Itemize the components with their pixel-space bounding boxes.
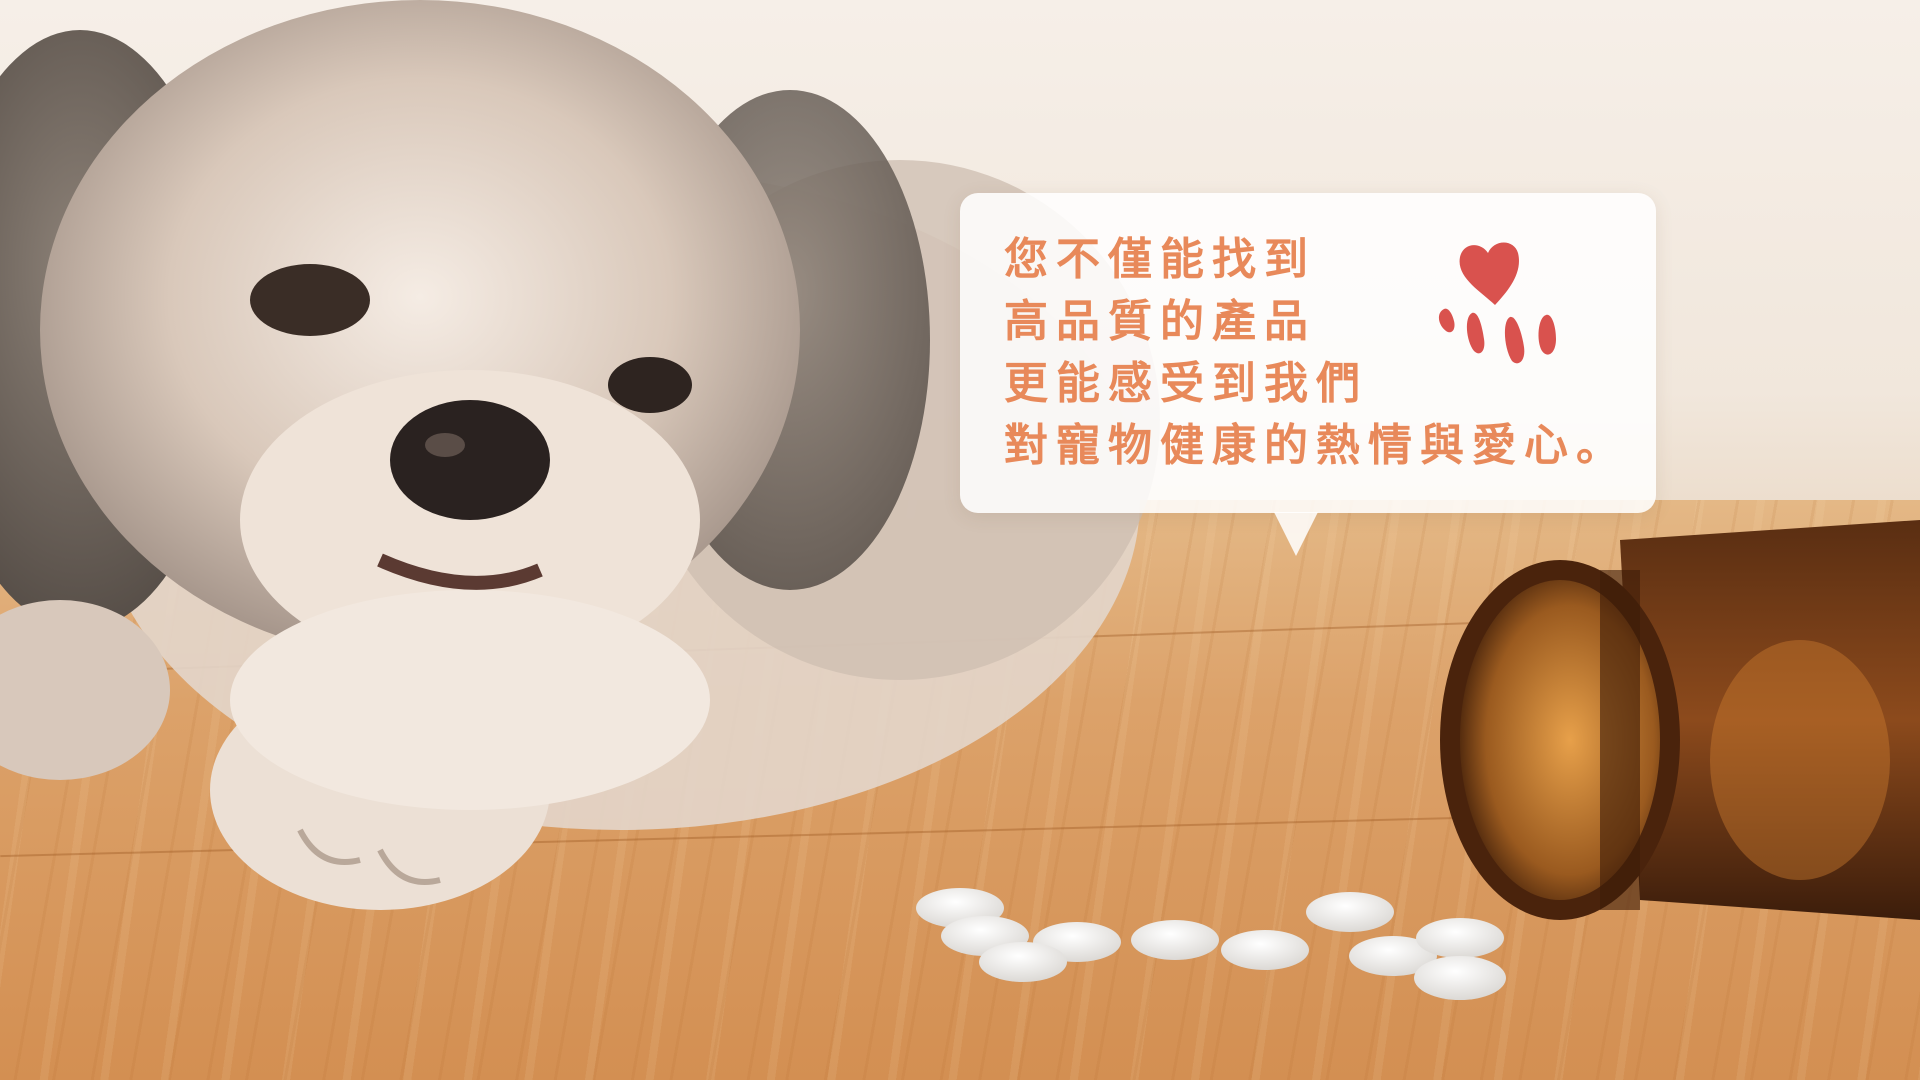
bubble-message: 您不僅能找到 高品質的產品 更能感受到我們 對寵物健康的熱情與愛心。 — [1004, 229, 1628, 477]
pill-bottle — [1440, 520, 1920, 920]
speech-bubble-tail — [1274, 512, 1318, 556]
bubble-line-2: 高品質的產品 — [1004, 296, 1316, 347]
heart-paw-icon — [1438, 242, 1556, 364]
bubble-line-1: 您不僅能找到 — [1004, 234, 1316, 285]
speech-bubble: 您不僅能找到 高品質的產品 更能感受到我們 對寵物健康的熱情與愛心。 — [960, 193, 1656, 513]
bubble-line-3: 更能感受到我們 — [1004, 358, 1368, 409]
dog — [0, 0, 1160, 885]
pills — [916, 888, 1506, 1000]
bubble-line-4: 對寵物健康的熱情與愛心。 — [1004, 420, 1628, 471]
